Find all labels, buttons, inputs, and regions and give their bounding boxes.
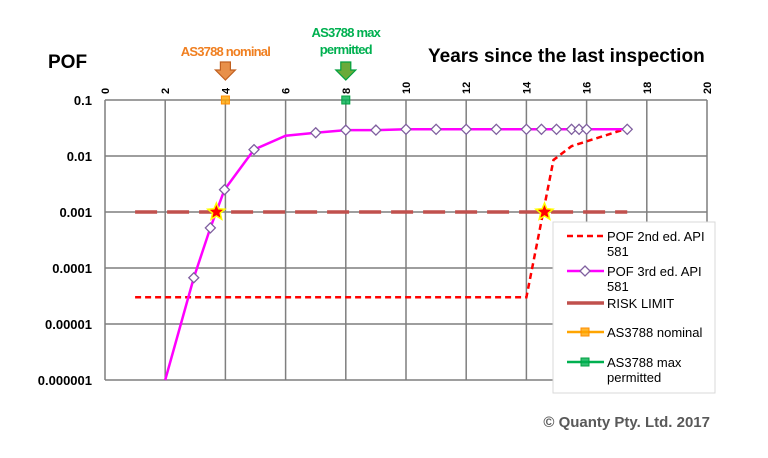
y-tick-label: 0.000001 xyxy=(38,373,92,388)
x-tick-labels: 0 2 4 6 8 10 12 14 16 18 20 xyxy=(100,81,714,94)
series-1 xyxy=(163,123,634,381)
diamond-marker xyxy=(339,124,352,137)
y-axis-label: POF xyxy=(48,52,87,73)
legend: POF 2nd ed. API 581 POF 3rd ed. API 581 RISK… xyxy=(552,221,716,394)
square-marker xyxy=(580,327,590,337)
diamond-marker xyxy=(550,123,563,136)
diamond-marker xyxy=(460,123,473,136)
legend-box xyxy=(552,221,716,394)
legend-label: RISK LIMIT xyxy=(607,296,674,311)
down-arrow-icon xyxy=(334,61,358,81)
series-line xyxy=(135,127,628,299)
square-marker xyxy=(580,357,590,367)
x-tick-label: 10 xyxy=(401,82,413,94)
y-tick-label: 0.0001 xyxy=(52,261,92,276)
x-tick-label: 2 xyxy=(160,88,172,94)
x-axis-label: Years since the last inspection xyxy=(428,46,705,67)
legend-item: RISK LIMIT xyxy=(567,296,674,311)
diamond-marker xyxy=(490,123,503,136)
diamond-marker xyxy=(520,123,533,136)
legend-item: AS3788 nominal xyxy=(567,325,703,340)
annotation-label: AS3788 nominal xyxy=(181,44,270,59)
legend-label: POF 3rd ed. API 581 xyxy=(607,264,702,294)
y-tick-label: 0.01 xyxy=(67,149,92,164)
series xyxy=(135,95,634,381)
x-tick-label: 6 xyxy=(281,88,293,94)
diamond-marker xyxy=(535,123,548,136)
intersection-star xyxy=(533,201,555,221)
x-tick-label: 12 xyxy=(461,82,473,94)
series-0 xyxy=(135,127,628,299)
down-arrow-icon xyxy=(213,61,237,81)
diamond-marker xyxy=(309,126,322,139)
square-marker xyxy=(341,95,351,105)
legend-label: AS3788 nominal xyxy=(607,325,703,340)
legend-label: POF 2nd ed. API 581 xyxy=(607,229,705,259)
annotations: AS3788 nominal AS3788 max permitted xyxy=(181,25,382,81)
diamond-marker xyxy=(187,271,200,284)
y-tick-labels: 0.1 0.01 0.001 0.0001 0.00001 0.000001 xyxy=(38,93,92,388)
diamond-marker xyxy=(400,123,412,136)
copyright: © Quanty Pty. Ltd. 2017 xyxy=(543,414,710,431)
intersection-star xyxy=(205,201,227,221)
diamond-marker xyxy=(204,221,217,234)
x-tick-label: 16 xyxy=(582,82,594,94)
annotation-label: permitted xyxy=(320,42,373,57)
y-tick-label: 0.00001 xyxy=(45,317,92,332)
diamond-marker xyxy=(580,123,593,136)
x-tick-label: 8 xyxy=(341,88,353,94)
x-tick-label: 4 xyxy=(220,87,232,94)
square-marker xyxy=(220,95,230,105)
diamond-marker xyxy=(248,143,260,156)
diamond-marker xyxy=(430,123,443,136)
series-3 xyxy=(220,95,230,105)
legend-label: AS3788 max permitted xyxy=(607,355,682,385)
annotation-label: AS3788 max xyxy=(311,25,381,40)
legend-item: AS3788 max permitted xyxy=(567,355,682,385)
x-tick-label: 14 xyxy=(521,81,533,94)
x-tick-label: 20 xyxy=(702,82,714,94)
diamond-marker xyxy=(621,123,634,136)
y-tick-label: 0.001 xyxy=(59,205,92,220)
y-tick-label: 0.1 xyxy=(74,93,92,108)
x-tick-label: 0 xyxy=(100,88,112,94)
diamond-marker xyxy=(218,183,231,196)
legend-item: POF 3rd ed. API 581 xyxy=(567,264,702,294)
diamond-marker xyxy=(579,265,591,277)
x-tick-label: 18 xyxy=(642,82,654,94)
series-4 xyxy=(341,95,351,105)
diamond-marker xyxy=(369,124,382,137)
legend-item: POF 2nd ed. API 581 xyxy=(567,229,705,259)
